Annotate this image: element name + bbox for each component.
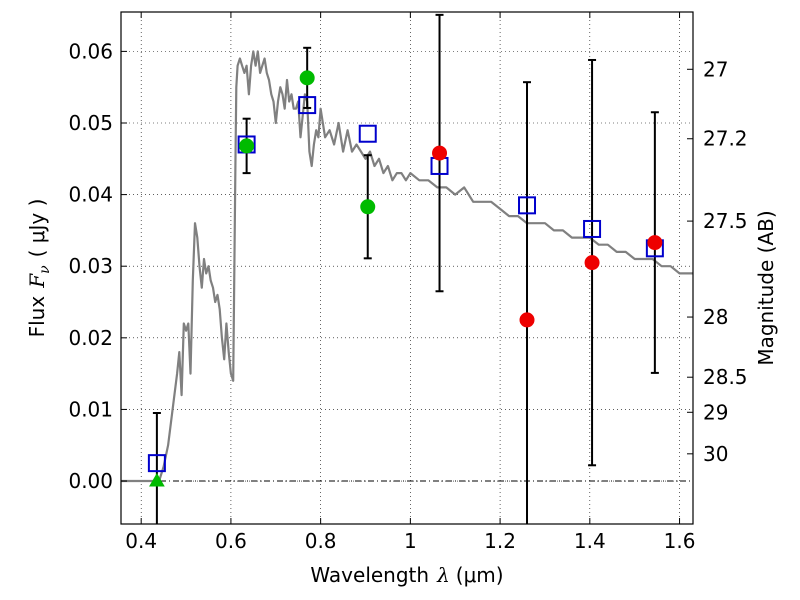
y-tick-label: 0.03 [68,254,113,278]
x-axis-title-main: Wavelength [310,563,429,587]
x-axis-title-unit: (μm) [456,563,504,587]
plot-area [121,13,693,524]
x-tick-label: 0.8 [305,529,337,553]
y-tick-label: 0.00 [68,469,113,493]
y2-tick-label: 28.5 [703,365,748,389]
model-point [298,96,317,115]
y2-tick-label: 29 [703,400,728,424]
y-axis-title-unit: ( μJy ) [25,199,49,258]
x-tick-label: 1.6 [664,529,696,553]
y-tick-label: 0.06 [68,39,113,63]
model-point [358,124,377,143]
x-axis-title: Wavelength λ (μm) [310,563,503,587]
observed-point [239,138,255,154]
model-spectrum-line [121,50,693,483]
observed-point [584,255,600,271]
y-axis-title: Flux Fν ( μJy ) [25,199,53,338]
y-axis-title-subscript: ν [37,265,53,274]
observed-point-upper-limit [149,473,165,487]
x-tick-label: 1.4 [574,529,606,553]
y-axis-title-main: Flux [25,296,49,338]
observed-point [432,145,448,161]
y-tick-label: 0.04 [68,183,113,207]
x-tick-label: 1 [404,529,417,553]
x-tick-label: 0.4 [125,529,157,553]
axis-ticks: 0.4 0.6 0.8 1 1.2 1.4 1.6 0.00 0.01 0.02 0.03 0.04 0… [68,12,748,553]
observed-point [647,235,663,251]
observed-point [519,312,535,328]
y2-tick-label: 28 [703,305,728,329]
model-point [147,454,166,473]
observed-point [299,70,315,86]
model-point [518,196,537,215]
y-tick-label: 0.02 [68,326,113,350]
y2-tick-label: 27.5 [703,209,748,233]
x-tick-label: 1.2 [484,529,516,553]
x-tick-label: 0.6 [215,529,247,553]
y2-tick-label: 27.2 [703,127,748,151]
x-axis-title-symbol: λ [436,563,450,587]
y-tick-label: 0.01 [68,397,113,421]
observed-point [360,199,376,215]
model-point [583,219,602,238]
y2-tick-label: 30 [703,442,728,466]
y-axis-title-symbol: F [25,273,49,289]
y2-tick-label: 27 [703,57,728,81]
right-axis-title: Magnitude (AB) [754,210,778,365]
y-tick-label: 0.05 [68,111,113,135]
plot-frame [120,11,694,525]
